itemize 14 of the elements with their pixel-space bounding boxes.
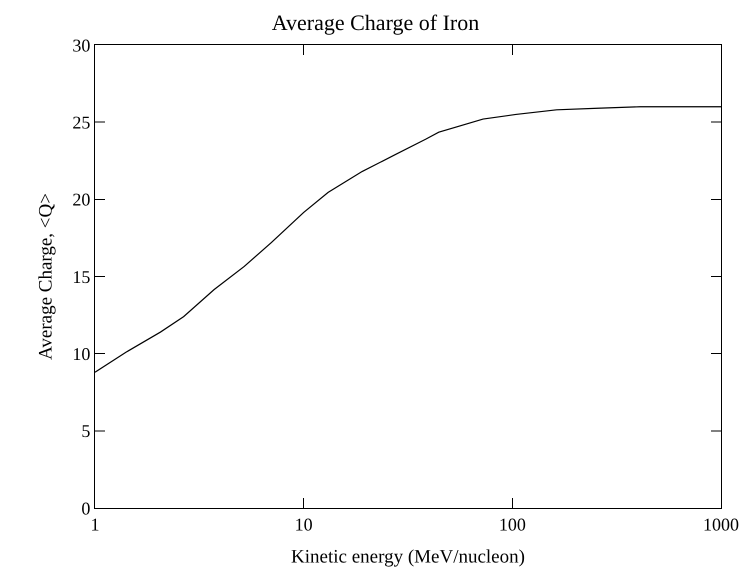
y-tick-label: 20 — [72, 190, 90, 210]
x-tick-label: 1 — [90, 514, 100, 535]
y-tick-label: 15 — [72, 266, 90, 287]
y-tick-label: 0 — [81, 498, 90, 518]
chart-title: Average Charge of Iron — [272, 10, 480, 35]
y-tick-label: 10 — [72, 344, 90, 364]
y-tick-label: 30 — [72, 35, 90, 56]
y-tick-label: 25 — [72, 112, 90, 132]
x-axis-title: Kinetic energy (MeV/nucleon) — [291, 546, 525, 568]
y-tick-label: 5 — [81, 421, 90, 442]
x-tick-label: 1000 — [703, 514, 739, 535]
x-tick-label: 10 — [294, 514, 313, 535]
y-axis-title: Average Charge, <Q> — [35, 193, 56, 360]
x-tick-label: 100 — [498, 514, 526, 535]
